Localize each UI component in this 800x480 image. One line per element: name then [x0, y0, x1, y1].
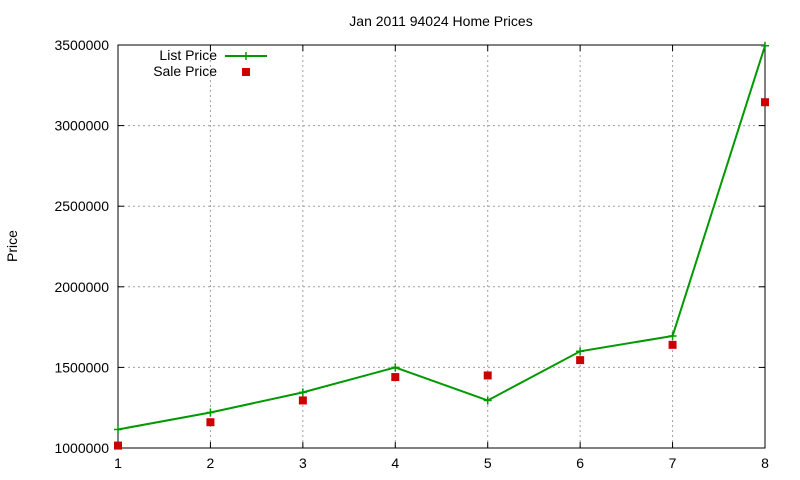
chart-title: Jan 2011 94024 Home Prices: [349, 13, 532, 29]
x-tick-label: 6: [576, 455, 584, 471]
list-price-point: [206, 408, 215, 417]
y-axis-label: Price: [4, 230, 20, 262]
list-price-line: [117, 45, 766, 431]
legend-marker-sale-price: [242, 68, 250, 76]
sale-price-point: [483, 371, 492, 380]
legend-marker-list-price: [242, 52, 250, 60]
sale-price-point: [576, 356, 585, 365]
grid-lines: [118, 45, 765, 448]
sale-price-point: [298, 396, 307, 405]
legend-label-sale-price: Sale Price: [153, 63, 217, 79]
list-price-point: [668, 331, 677, 340]
y-tick-label: 2000000: [54, 279, 109, 295]
x-tick-label: 1: [114, 455, 122, 471]
sale-price-point: [206, 418, 215, 427]
x-tick-label: 8: [761, 455, 769, 471]
sale-price-point: [391, 373, 400, 382]
legend-label-list-price: List Price: [159, 47, 217, 63]
sale-price-point: [761, 98, 769, 107]
list-price-point: [483, 396, 492, 405]
x-tick-label: 3: [299, 455, 307, 471]
sale-price-point: [114, 441, 122, 450]
y-tick-label: 1500000: [54, 359, 109, 375]
list-price-point: [298, 388, 307, 397]
x-tick-label: 5: [484, 455, 492, 471]
x-tick-label: 4: [391, 455, 399, 471]
list-price-point: [761, 41, 769, 50]
sale-price-point: [668, 340, 677, 349]
y-tick-label: 2500000: [54, 198, 109, 214]
list-price-point: [391, 363, 400, 372]
x-tick-label: 7: [669, 455, 677, 471]
x-tick-label: 2: [207, 455, 215, 471]
list-price-point: [576, 347, 585, 356]
y-tick-label: 3500000: [54, 37, 109, 53]
list-price-point: [114, 425, 122, 434]
y-tick-label: 1000000: [54, 440, 109, 456]
y-tick-label: 3000000: [54, 118, 109, 134]
plot-frame: [117, 44, 766, 449]
axis-ticks: 1 2 3 4 5 6 7 8 1000000 1500000 2000000 2500000 3000…: [54, 37, 769, 471]
series-layer: [114, 41, 769, 450]
